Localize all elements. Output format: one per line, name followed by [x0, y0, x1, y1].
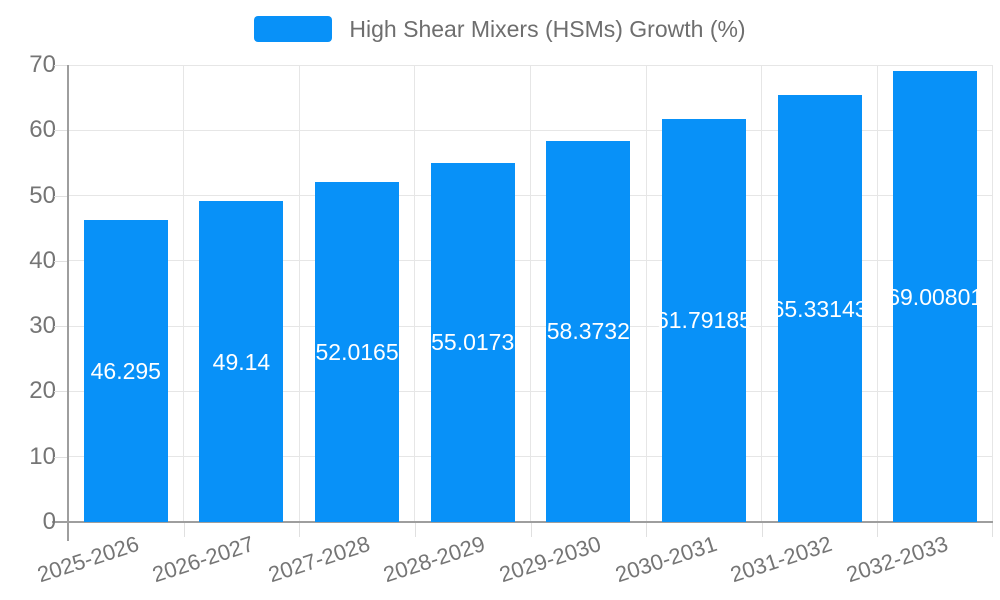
bar-value-label: 58.3732 — [546, 318, 630, 345]
legend-item[interactable]: High Shear Mixers (HSMs) Growth (%) — [254, 16, 746, 42]
y-tick-mark — [54, 130, 67, 132]
x-tick-mark — [992, 523, 993, 537]
bar-value-label: 52.0165 — [315, 339, 399, 366]
x-tick-label: 2032-2033 — [843, 531, 951, 588]
bar-value-label: 69.00801 — [887, 283, 984, 310]
y-tick-mark — [54, 326, 67, 328]
y-tick-mark — [54, 391, 67, 393]
y-tick-mark — [54, 195, 67, 197]
bar[interactable]: 65.33143 — [772, 95, 868, 522]
y-tick-label: 40 — [29, 246, 56, 274]
x-tick-mark — [299, 523, 301, 537]
x-tick-mark — [183, 523, 185, 537]
v-gridline — [183, 65, 185, 522]
bar[interactable]: 49.14 — [199, 201, 284, 522]
y-tick-label: 0 — [42, 508, 56, 535]
v-gridline — [992, 65, 993, 522]
v-gridline — [876, 65, 878, 522]
v-gridline — [645, 65, 647, 522]
bar-value-label: 55.0173 — [431, 329, 515, 356]
legend-swatch — [254, 16, 333, 42]
bar-value-label: 46.295 — [90, 357, 161, 384]
bar-value-label: 49.14 — [212, 348, 271, 375]
y-tick-mark — [54, 260, 67, 262]
y-tick-label: 20 — [29, 377, 56, 405]
x-tick-label: 2026-2027 — [149, 531, 258, 588]
y-tick-label: 30 — [29, 312, 56, 340]
x-tick-label: 2028-2029 — [380, 531, 489, 588]
x-axis-line — [52, 521, 993, 523]
bar-value-label: 65.33143 — [771, 295, 868, 322]
bar[interactable]: 46.295 — [83, 219, 168, 522]
x-axis-labels: 2025-2026 2026-2027 2027-2028 2028-2029 2029… — [34, 531, 993, 600]
bar-value-label: 61.79185 — [655, 307, 752, 334]
bar[interactable]: 52.0165 — [315, 182, 400, 522]
legend: High Shear Mixers (HSMs) Growth (%) — [0, 16, 1000, 42]
bar[interactable]: 55.0173 — [430, 162, 515, 522]
x-tick-mark — [414, 523, 416, 537]
plot-area: 46.295 49.14 52.0165 55.0173 58.3732 61.79185… — [68, 64, 993, 522]
y-axis-line — [67, 65, 69, 541]
y-axis-labels: 0 10 20 30 40 50 60 70 — [0, 0, 56, 600]
bar[interactable]: 58.3732 — [546, 140, 631, 522]
x-tick-label: 2027-2028 — [264, 531, 373, 588]
y-tick-label: 50 — [29, 181, 56, 209]
y-tick-label: 70 — [29, 51, 56, 78]
x-tick-mark — [646, 523, 648, 537]
y-tick-label: 10 — [29, 442, 56, 470]
x-tick-mark — [877, 523, 879, 537]
y-tick-mark — [54, 456, 67, 458]
y-tick-mark — [54, 65, 67, 66]
v-gridline — [414, 65, 416, 522]
x-tick-mark — [530, 523, 532, 537]
bar[interactable]: 69.00801 — [887, 71, 983, 522]
v-gridline — [761, 65, 763, 522]
x-tick-label: 2031-2032 — [727, 531, 836, 588]
y-tick-label: 60 — [29, 116, 56, 144]
x-tick-label: 2030-2031 — [611, 531, 720, 588]
x-tick-mark — [761, 523, 763, 537]
legend-label: High Shear Mixers (HSMs) Growth (%) — [349, 16, 746, 42]
x-tick-label: 2029-2030 — [496, 531, 605, 588]
v-gridline — [298, 65, 300, 522]
v-gridline — [530, 65, 531, 522]
bar[interactable]: 61.79185 — [656, 118, 752, 522]
